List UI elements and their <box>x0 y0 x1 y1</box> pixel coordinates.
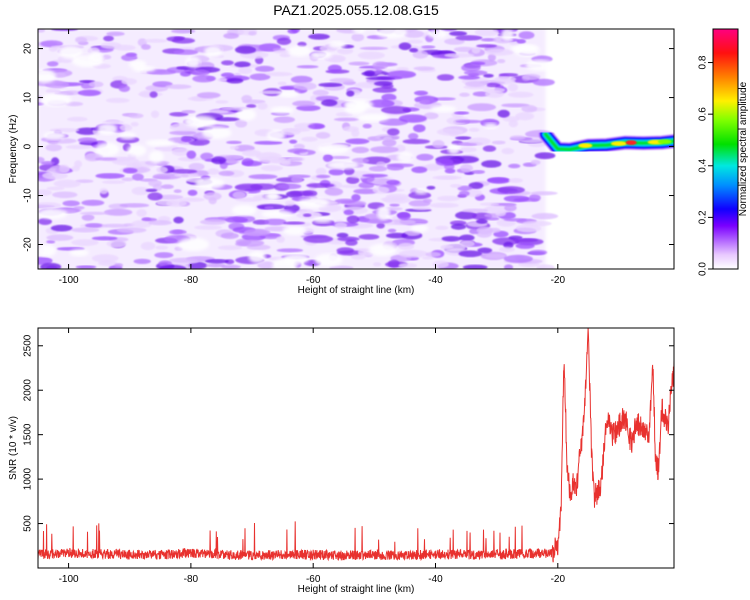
colorbar-gradient <box>712 28 739 270</box>
colorbar-ticks: 0.0 0.2 0.4 0.6 0.8 <box>698 55 713 276</box>
spectrogram-x-tick-label: -80 <box>184 275 199 286</box>
snr-y-tick-label: 2000 <box>23 379 34 402</box>
colorbar-label: Normalized spectral amplitude <box>738 81 749 216</box>
signal-hotspot <box>610 141 627 147</box>
spectrogram-y-tick-label: 0 <box>23 143 34 149</box>
snr-series-line <box>38 328 674 563</box>
colorbar: 0.0 0.2 0.4 0.6 0.8 Normalized spectral ampl… <box>698 28 749 276</box>
spectrogram-y-tick-label: -20 <box>23 237 34 252</box>
snr-ylabel: SNR (10 * v/v) <box>8 416 19 480</box>
spectrogram-x-tick-label: -60 <box>306 275 321 286</box>
snr-x-tick-label: -60 <box>306 574 321 585</box>
spectrogram-ylabel: Frequency (Hz) <box>8 115 19 184</box>
spectrogram-x-tick-label: -100 <box>59 275 79 286</box>
snr-x-tick-label: -20 <box>551 574 566 585</box>
spectrogram-y-tick-label: 20 <box>23 43 34 55</box>
snr-xlabel: Height of straight line (km) <box>298 584 415 595</box>
snr-x-tick-label: -100 <box>59 574 79 585</box>
spectrogram-x-tick-label: -20 <box>551 275 566 286</box>
colorbar-tick-label: 0.0 <box>698 262 709 276</box>
spectrogram-y-tick-label: -10 <box>23 188 34 203</box>
snr-y-tick-label: 2500 <box>23 334 34 357</box>
spectrogram-x-tick-label: -40 <box>428 275 443 286</box>
snr-panel: -100 -80 -60 -40 -20 500 1000 1500 2000 2500 Heig… <box>8 327 675 595</box>
snr-y-tick-label: 500 <box>23 515 34 532</box>
spectrogram-y-tick-label: 10 <box>23 92 34 104</box>
snr-ticks: -100 -80 -60 -40 -20 500 1000 1500 2000 2500 <box>23 328 674 585</box>
snr-y-tick-label: 1000 <box>23 468 34 491</box>
colorbar-tick-label: 0.6 <box>698 107 709 121</box>
colorbar-tick-label: 0.4 <box>698 158 709 172</box>
colorbar-tick-label: 0.8 <box>698 55 709 69</box>
spectrogram-frame <box>37 28 675 270</box>
snr-x-tick-label: -40 <box>428 574 443 585</box>
heatmap-signal-band <box>538 127 674 157</box>
spectrogram-xlabel: Height of straight line (km) <box>298 285 415 296</box>
snr-y-tick-label: 1500 <box>23 423 34 446</box>
signal-hotspot <box>657 139 672 145</box>
heatmap-noise-blobs <box>38 29 559 269</box>
colorbar-tick-label: 0.2 <box>698 210 709 224</box>
chart-title: PAZ1.2025.055.12.08.G15 <box>273 2 439 18</box>
signal-hotspot <box>625 140 637 146</box>
snr-frame <box>37 327 675 569</box>
snr-x-tick-label: -80 <box>184 574 199 585</box>
signal-hotspot <box>578 143 593 148</box>
